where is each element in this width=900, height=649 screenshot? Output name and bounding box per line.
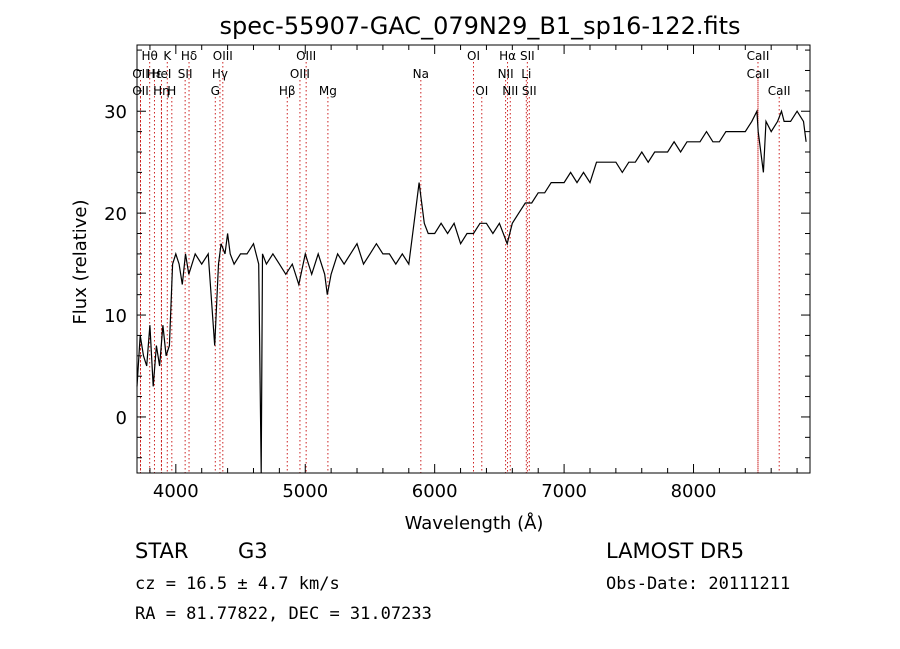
redshift-cz: cz = 16.5 ± 4.7 km/s — [135, 574, 340, 594]
line-label-19: OI — [475, 84, 488, 98]
line-label-13: OIII — [296, 49, 316, 63]
chart-title: spec-55907-GAC_079N29_B1_sp16-122.fits — [219, 12, 740, 40]
line-label-5: K — [163, 49, 172, 63]
x-tick-label-0: 4000 — [153, 481, 199, 502]
line-label-11: Hγ — [212, 67, 228, 81]
observation-date: Obs-Date: 20111211 — [606, 574, 791, 594]
line-label-10: OIII — [213, 49, 233, 63]
line-label-27: CaII — [747, 67, 770, 81]
line-label-21: SII — [520, 49, 535, 63]
line-label-20: Hα — [499, 49, 516, 63]
line-label-8: Hδ — [181, 49, 197, 63]
line-label-6: HeI — [151, 67, 171, 81]
line-label-3: Hε — [147, 67, 163, 81]
plot-frame — [136, 44, 811, 474]
line-label-26: CaII — [747, 49, 770, 63]
line-label-18: OI — [467, 49, 480, 63]
x-tick-label-3: 7000 — [541, 481, 587, 502]
x-tick-label-2: 6000 — [412, 481, 458, 502]
line-label-15: Hβ — [279, 84, 296, 98]
y-tick-label-1: 10 — [104, 306, 127, 327]
y-tick-label-2: 20 — [104, 204, 127, 225]
line-label-9: SII — [178, 67, 193, 81]
y-tick-label-0: 0 — [116, 408, 127, 429]
coordinates: RA = 81.77822, DEC = 31.07233 — [135, 604, 432, 624]
line-label-23: Li — [521, 67, 531, 81]
x-axis-label: Wavelength (Å) — [405, 512, 544, 534]
line-label-24: NII — [502, 84, 518, 98]
line-label-7: H — [167, 84, 176, 98]
spectrum-line — [136, 108, 807, 474]
x-tick-label-4: 8000 — [671, 481, 717, 502]
line-label-1: OII — [132, 67, 149, 81]
line-label-22: NII — [498, 67, 514, 81]
y-tick-label-3: 30 — [104, 102, 127, 123]
y-axis-label: Flux (relative) — [70, 199, 91, 324]
object-class: STAR — [135, 539, 189, 563]
line-label-25: SII — [522, 84, 537, 98]
x-tick-label-1: 5000 — [282, 481, 328, 502]
line-label-14: OIII — [290, 67, 310, 81]
spectrum-series — [136, 108, 807, 474]
object-subclass: G3 — [238, 539, 268, 563]
axis-ticks: 4000 5000 6000 7000 8000 0 10 20 30 — [104, 45, 810, 502]
survey-name: LAMOST DR5 — [606, 539, 745, 563]
line-label-4: Hη — [153, 84, 170, 98]
line-label-17: Na — [413, 67, 429, 81]
line-label-0: Hθ — [141, 49, 157, 63]
line-label-28: CaII — [768, 84, 791, 98]
line-label-12: G — [211, 84, 220, 98]
line-label-16: Mg — [319, 84, 337, 98]
